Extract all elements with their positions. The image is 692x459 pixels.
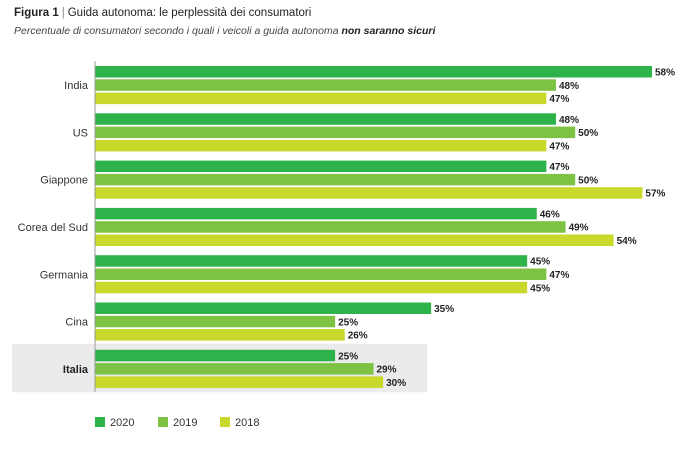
figure-number: Figura 1 [14, 7, 59, 19]
bar-2018 [95, 376, 384, 388]
legend-label-2018: 2018 [235, 417, 259, 429]
value-label: 26% [348, 331, 368, 342]
category-label: Corea del Sud [18, 222, 88, 234]
category-label: Cina [65, 317, 89, 329]
subtitle-emphasis: non saranno sicuri [341, 25, 436, 37]
bar-2018 [95, 187, 643, 199]
legend-swatch-2018 [220, 417, 230, 427]
bar-2019 [95, 79, 556, 91]
value-label: 29% [377, 365, 397, 376]
legend-label-2019: 2019 [173, 417, 197, 429]
value-label: 58% [655, 68, 675, 79]
category-label: India [64, 80, 89, 92]
bar-2020 [95, 113, 556, 125]
bar-2019 [95, 221, 566, 233]
value-label: 54% [617, 236, 637, 247]
bar-2018 [95, 281, 528, 294]
bar-2018 [95, 92, 547, 105]
category-label: Italia [63, 364, 89, 376]
value-label: 47% [549, 270, 569, 281]
bar-2020 [95, 207, 537, 220]
bar-2018 [95, 329, 345, 341]
value-label: 48% [559, 81, 579, 92]
subtitle-text: Percentuale di consumatori secondo i qua… [14, 25, 339, 37]
value-label: 45% [530, 257, 550, 268]
value-label: 30% [386, 378, 406, 389]
bar-2019 [95, 268, 547, 280]
value-label: 25% [338, 351, 358, 362]
figure-title: Figura 1 | Guida autonoma: le perplessità … [14, 7, 311, 19]
bar-2018 [95, 234, 614, 246]
value-label: 47% [549, 162, 569, 173]
value-label: 49% [569, 223, 589, 234]
bar-2019 [95, 315, 336, 328]
value-label: 50% [578, 128, 598, 139]
category-label: US [73, 127, 88, 139]
bar-2019 [95, 363, 374, 375]
value-label: 50% [578, 175, 598, 186]
value-label: 35% [434, 304, 454, 315]
bar-2020 [95, 160, 547, 173]
value-label: 25% [338, 317, 358, 328]
value-label: 47% [549, 94, 569, 105]
legend-swatch-2020 [95, 417, 105, 427]
chart-title: Guida autonoma: le perplessità dei consu… [67, 7, 312, 19]
bar-2018 [95, 139, 547, 152]
category-label: Giappone [40, 175, 88, 187]
value-label: 47% [549, 141, 569, 152]
value-label: 57% [645, 189, 665, 200]
category-label: Germania [40, 269, 89, 281]
legend-swatch-2019 [158, 417, 168, 427]
value-label: 48% [559, 115, 579, 126]
bar-2019 [95, 173, 576, 186]
legend-label-2020: 2020 [110, 417, 134, 429]
bar-2020 [95, 302, 432, 314]
value-label: 46% [540, 209, 560, 220]
bar-2020 [95, 255, 528, 267]
bar-2019 [95, 126, 576, 139]
bar-2020 [95, 66, 652, 78]
chart-subtitle: Percentuale di consumatori secondo i qua… [14, 25, 435, 37]
title-separator: | [61, 7, 65, 19]
value-label: 45% [530, 283, 550, 294]
bar-2020 [95, 349, 336, 362]
